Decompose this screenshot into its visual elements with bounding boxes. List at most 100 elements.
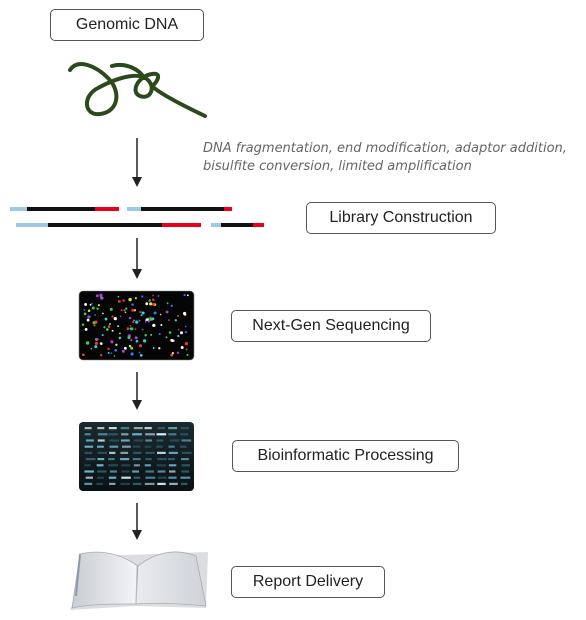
sequencing-spot: [94, 345, 98, 349]
sequencing-spot: [113, 355, 116, 357]
data-glyph: [156, 433, 167, 436]
sequencing-spot: [165, 336, 168, 339]
sequencing-spot: [132, 320, 135, 324]
sequencing-spot: [118, 336, 122, 340]
sequencing-spot: [110, 340, 114, 344]
data-glyph: [181, 470, 190, 473]
sequencing-spot: [152, 323, 156, 328]
bioinformatic-processing-box: Bioinformatic Processing: [232, 440, 459, 472]
data-glyph: [169, 470, 176, 473]
sequencing-spot: [183, 311, 187, 316]
data-glyph: [157, 427, 165, 430]
sequencing-spot: [121, 349, 125, 353]
sequencing-spot: [147, 320, 151, 323]
sequencing-spot: [148, 300, 151, 302]
data-glyph: [133, 464, 140, 467]
data-glyph: [108, 476, 117, 479]
data-glyph: [133, 451, 142, 454]
bioinformatic-processing-label: Bioinformatic Processing: [257, 447, 434, 464]
sequencing-spot: [117, 295, 120, 298]
sequencing-spot: [130, 352, 134, 356]
data-glyph: [84, 427, 92, 430]
sequencing-spot: [122, 299, 125, 302]
sequencing-spot: [90, 347, 93, 350]
data-glyph: [156, 464, 167, 467]
data-glyph: [84, 451, 93, 454]
data-glyph: [168, 433, 177, 436]
data-glyph: [168, 464, 177, 467]
data-glyph: [109, 445, 119, 448]
library-construction-box: Library Construction: [306, 202, 496, 234]
sequencing-spot: [144, 334, 147, 337]
sequencing-spot: [138, 319, 141, 322]
sequencing-spot: [109, 307, 113, 311]
data-glyph: [109, 439, 120, 442]
sequencing-spot: [158, 347, 161, 350]
data-glyph: [133, 427, 143, 430]
data-glyph: [97, 470, 107, 473]
sequencing-spot: [141, 311, 145, 315]
data-glyph: [180, 476, 191, 479]
sequencing-spot: [186, 353, 189, 357]
sequencing-spot: [127, 336, 131, 340]
data-glyph: [120, 451, 129, 454]
data-glyph: [132, 433, 142, 436]
sequencing-spot: [86, 318, 90, 322]
data-glyph: [97, 458, 105, 461]
sequencing-spot: [150, 333, 153, 336]
data-glyph: [169, 482, 178, 485]
sequencing-spot: [108, 323, 111, 326]
sequencing-spot: [113, 316, 117, 321]
sequencing-spot: [185, 348, 188, 351]
sequencing-spot: [92, 321, 96, 325]
sequencing-spot: [94, 314, 96, 316]
sequencing-spot: [91, 306, 95, 310]
data-glyph: [180, 482, 188, 485]
data-glyph: [120, 482, 130, 485]
sequencing-spot: [89, 304, 92, 306]
genomic-dna-box: Genomic DNA: [50, 9, 204, 41]
data-glyph: [157, 482, 166, 485]
data-glyph: [97, 439, 105, 442]
sequencing-spot: [144, 321, 147, 323]
sequencing-spot: [177, 334, 180, 338]
sequencing-spot: [94, 341, 99, 346]
sequencing-spot: [176, 314, 180, 318]
sequencing-spot: [138, 344, 143, 348]
sequencing-spot: [99, 342, 103, 345]
open-book-icon: [70, 551, 208, 610]
sequencing-spot: [133, 309, 137, 312]
sequencing-spot: [123, 309, 126, 312]
sequencing-spot: [124, 311, 127, 314]
sequencing-spot: [125, 307, 128, 310]
sequencing-spot: [152, 294, 154, 297]
data-glyph: [168, 451, 178, 454]
sequencing-spot: [171, 352, 175, 355]
sequencing-spot: [152, 302, 155, 306]
sequencing-spot: [153, 311, 157, 315]
sequencing-spot: [101, 334, 104, 337]
data-glyph: [181, 451, 192, 454]
library-fragments-icon: [10, 207, 264, 227]
sequencing-spot: [110, 352, 113, 355]
library-construction-label: Library Construction: [329, 209, 473, 226]
sequencing-spot: [107, 347, 110, 351]
data-glyph: [121, 470, 130, 473]
sequencing-spot: [87, 309, 91, 312]
sequencing-spot: [117, 325, 119, 327]
sequencing-spot: [90, 302, 93, 305]
data-glyph: [109, 451, 116, 454]
data-glyph: [180, 445, 187, 448]
data-glyph: [108, 427, 117, 430]
data-glyph: [181, 464, 190, 467]
data-glyph: [144, 445, 152, 448]
sequencing-spot: [177, 328, 180, 331]
data-glyph: [122, 445, 131, 448]
data-glyph: [85, 476, 93, 479]
data-glyph: [144, 464, 151, 467]
sequencing-spot: [141, 295, 144, 298]
sequencing-spot: [168, 319, 170, 321]
sequencing-spot: [123, 346, 127, 350]
sequencing-spot: [103, 326, 106, 329]
